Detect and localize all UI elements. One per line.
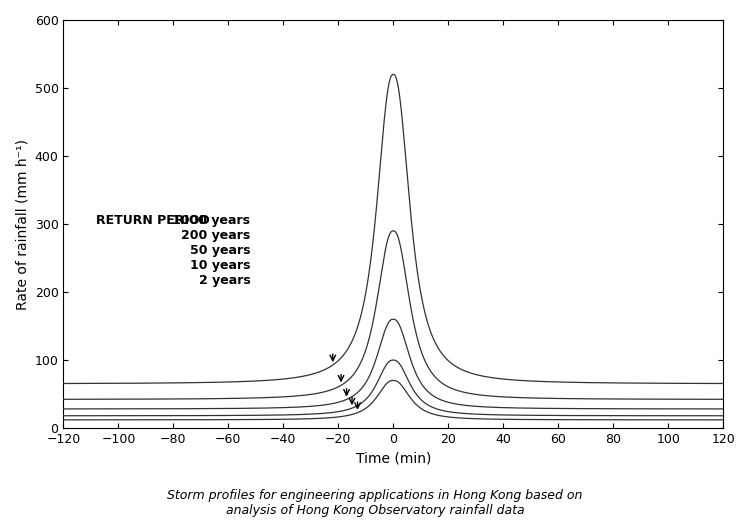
Text: 10 years: 10 years	[190, 259, 250, 272]
Text: RETURN PERIOD: RETURN PERIOD	[97, 214, 210, 227]
X-axis label: Time (min): Time (min)	[356, 451, 431, 466]
Y-axis label: Rate of rainfall (mm h⁻¹): Rate of rainfall (mm h⁻¹)	[15, 138, 29, 309]
Text: 50 years: 50 years	[190, 244, 250, 257]
Text: Storm profiles for engineering applications in Hong Kong based on
analysis of Ho: Storm profiles for engineering applicati…	[167, 489, 583, 517]
Text: 200 years: 200 years	[181, 229, 250, 242]
Text: 1000 years: 1000 years	[172, 214, 250, 227]
Text: 2 years: 2 years	[199, 274, 250, 287]
